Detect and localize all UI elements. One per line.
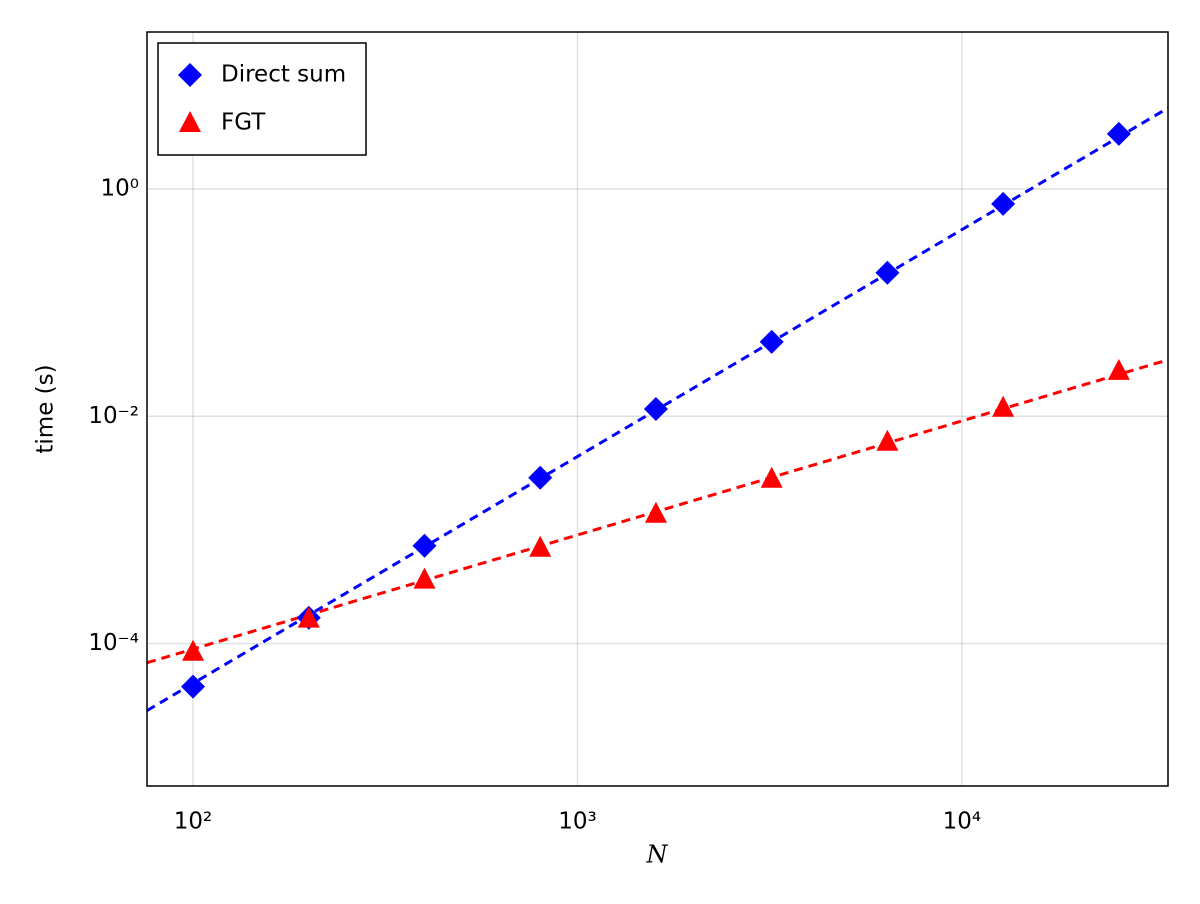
diamond-marker (759, 329, 784, 354)
diamond-marker (412, 533, 437, 558)
legend-marker (178, 63, 202, 87)
y-axis-label: time (s) (33, 364, 59, 453)
triangle-marker (182, 639, 205, 661)
x-tick-label: 10³ (558, 809, 597, 835)
triangle-marker (413, 567, 436, 589)
triangle-marker (644, 501, 667, 523)
y-tick-label: 10⁰ (101, 175, 140, 201)
triangle-marker (297, 606, 320, 628)
diamond-marker (643, 396, 668, 421)
diamond-marker (181, 674, 206, 699)
triangle-marker (876, 429, 899, 451)
y-tick-label: 10⁻² (88, 403, 139, 429)
triangle-marker (760, 466, 783, 488)
diamond-marker (875, 260, 900, 285)
x-tick-label: 10⁴ (943, 809, 982, 835)
triangle-marker (529, 535, 552, 557)
plot-frame (146, 31, 1169, 787)
diamond-marker (991, 191, 1016, 216)
x-tick-label: 10² (174, 809, 213, 835)
triangle-marker (1107, 358, 1130, 380)
y-tick-label: 10⁻⁴ (88, 630, 139, 656)
x-axis-label: N (646, 841, 669, 869)
diamond-marker (528, 465, 553, 490)
diamond-marker (1106, 121, 1131, 146)
legend-label: FGT (221, 110, 266, 136)
legend-marker (179, 111, 201, 132)
triangle-marker (992, 395, 1015, 417)
legend-box (157, 42, 367, 156)
legend-label: Direct sum (221, 62, 346, 88)
